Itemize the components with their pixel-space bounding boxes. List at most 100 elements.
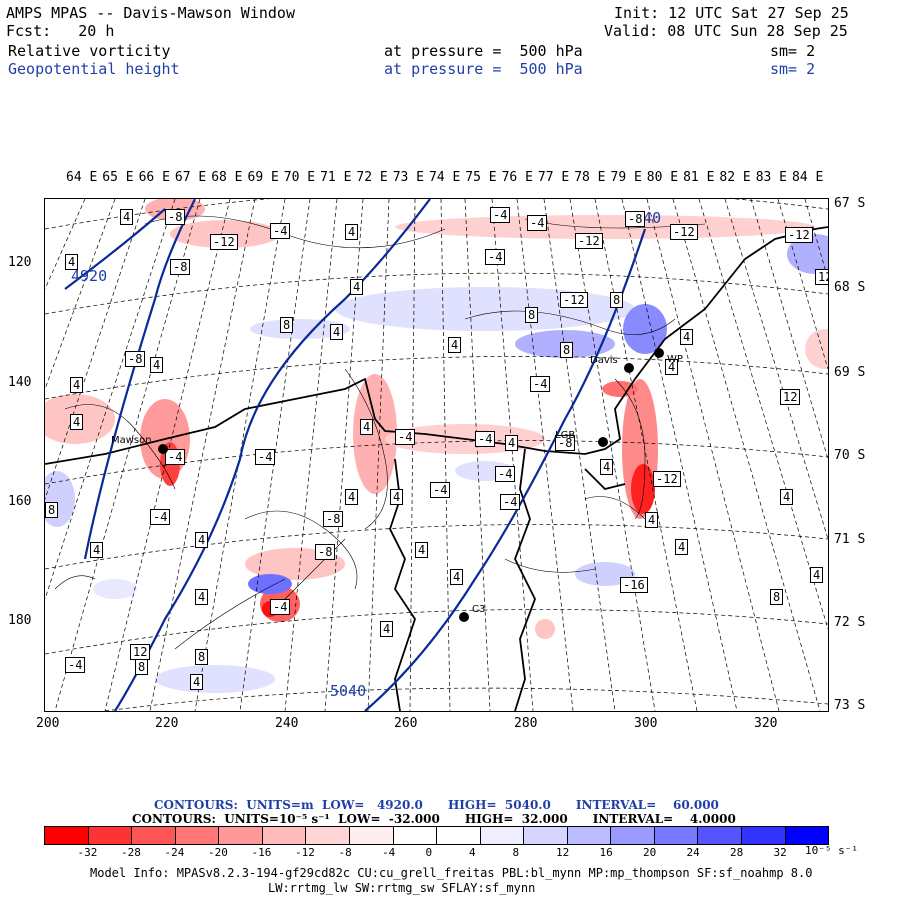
colorbar-tick-label: -12 — [295, 846, 315, 859]
colorbar-swatch — [88, 827, 133, 844]
longitude-label: 84 E — [792, 170, 824, 185]
vorticity-value-label: 8 — [195, 649, 209, 665]
vorticity-value-label: 4 — [70, 414, 84, 430]
vorticity-value-label: -4 — [430, 482, 451, 498]
longitude-label: 64 E — [66, 170, 98, 185]
longitude-label: 79 E — [610, 170, 642, 185]
field1-smoothing: sm= 2 — [770, 42, 816, 60]
colorbar-tick-label: -20 — [208, 846, 228, 859]
longitude-label: 67 E — [174, 170, 207, 185]
vorticity-value-label: -4 — [527, 215, 548, 231]
colorbar-swatch — [262, 827, 307, 844]
colorbar-swatch — [654, 827, 699, 844]
height-label: 4920 — [71, 267, 108, 285]
vorticity-value-label: -4 — [490, 207, 511, 223]
init-time: Init: 12 UTC Sat 27 Sep 25 — [614, 4, 849, 22]
colorbar-tick-label: 20 — [643, 846, 657, 859]
longitude-label: 74 E — [429, 170, 461, 185]
vorticity-value-label: 4 — [195, 589, 209, 605]
vorticity-value-label: 8 — [135, 659, 149, 675]
vorticity-value-label: 4 — [665, 359, 679, 375]
vorticity-value-label: 4 — [380, 621, 394, 637]
colorbar-swatch — [349, 827, 394, 844]
city-marker[interactable] — [598, 437, 608, 447]
x-tick: 260 — [394, 716, 418, 731]
vorticity-value-label: 12 — [780, 389, 801, 405]
vorticity-value-label: -4 — [495, 466, 516, 482]
x-tick: 320 — [754, 716, 778, 731]
vorticity-value-label: 4 — [345, 224, 359, 240]
vorticity-value-label: -8 — [315, 544, 336, 560]
y-tick: 160 — [8, 494, 32, 509]
vorticity-value-label: 4 — [645, 512, 659, 528]
colorbar-swatch — [611, 827, 655, 844]
city-marker[interactable] — [624, 363, 634, 373]
longitude-label: 70 E — [283, 170, 316, 185]
colorbar-tick-label: -16 — [251, 846, 272, 859]
vorticity-value-label: 4 — [90, 542, 104, 558]
colorbar-swatch — [175, 827, 220, 844]
map-canvas — [45, 199, 828, 711]
colorbar-swatch — [567, 827, 612, 844]
vorticity-value-label: 4 — [780, 489, 794, 505]
colorbar — [44, 826, 829, 845]
field2-level: at pressure = 500 hPa — [384, 60, 583, 78]
map-title: AMPS MPAS -- Davis-Mawson Window — [6, 4, 295, 22]
vorticity-value-label: -4 — [395, 429, 416, 445]
colorbar-swatch — [785, 827, 829, 844]
city-marker[interactable] — [654, 348, 664, 358]
vorticity-value-label: -8 — [165, 209, 186, 225]
latitude-label: 67 S — [834, 196, 866, 211]
vorticity-value-label: 4 — [600, 459, 614, 475]
colorbar-swatch — [219, 827, 263, 844]
forecast-hour: Fcst: 20 h — [6, 22, 115, 40]
city-marker[interactable] — [459, 612, 469, 622]
map-plot-area[interactable]: 4920 5040 5040 4-8-12-44-4-4-12-8-124-88… — [44, 198, 829, 712]
longitude-label: 75 E — [465, 170, 497, 185]
vorticity-value-label: -8 — [555, 435, 576, 451]
vorticity-value-label: -12 — [560, 292, 588, 308]
vorticity-value-label: 8 — [280, 317, 294, 333]
vorticity-value-label: 4 — [810, 567, 824, 583]
vorticity-value-label: -4 — [530, 376, 551, 392]
lat-lon-grid — [45, 199, 828, 711]
longitude-label: 69 E — [247, 170, 279, 185]
colorbar-swatch — [132, 827, 176, 844]
latitude-label: 68 S — [834, 280, 866, 295]
longitude-label: 72 E — [356, 170, 388, 185]
colorbar-tick-label: 24 — [686, 846, 700, 859]
longitude-label: 82 E — [719, 170, 751, 185]
vorticity-value-label: 4 — [360, 419, 374, 435]
x-tick: 280 — [514, 716, 538, 731]
city-label: WP — [667, 354, 683, 365]
vorticity-value-label: 4 — [350, 279, 364, 295]
colorbar-tick-label: 28 — [730, 846, 744, 859]
model-info-physics: LW:rrtmg_lw SW:rrtmg_sw SFLAY:sf_mynn — [268, 881, 536, 895]
vorticity-value-label: 4 — [150, 357, 164, 373]
longitude-label: 83 E — [755, 170, 787, 185]
colorbar-swatch — [45, 827, 89, 844]
vorticity-value-label: 8 — [610, 292, 624, 308]
city-label: Davis — [590, 355, 618, 366]
field1-level: at pressure = 500 hPa — [384, 42, 583, 60]
latitude-label: 72 S — [834, 615, 866, 630]
longitude-axis: 64 E 65 E 66 E 67 E 68 E 69 E 70 E 71 E 72 E 73 E… — [0, 170, 900, 190]
longitude-label: 81 E — [683, 170, 715, 185]
vorticity-value-label: -12 — [575, 233, 603, 249]
vorticity-value-label: -12 — [785, 227, 813, 243]
colorbar-swatch — [698, 827, 742, 844]
colorbar-tick-label: 0 — [425, 846, 433, 859]
height-contour-info: CONTOURS: UNITS=m LOW= 4920.0 HIGH= 5040… — [154, 798, 719, 812]
vorticity-value-label: 12 — [815, 269, 828, 285]
vorticity-value-label: 4 — [450, 569, 464, 585]
city-marker[interactable] — [158, 444, 168, 454]
vorticity-value-label: -12 — [670, 224, 698, 240]
latitude-label: 70 S — [834, 448, 866, 463]
longitude-label: 80 E — [646, 170, 679, 185]
longitude-label: 77 E — [537, 170, 570, 185]
model-info: Model Info: MPASv8.2.3-194-gf29cd82c CU:… — [90, 866, 813, 880]
vorticity-value-label: 4 — [415, 542, 429, 558]
longitude-label: 76 E — [501, 170, 533, 185]
vorticity-value-label: -4 — [165, 449, 186, 465]
vorticity-value-label: -12 — [653, 471, 681, 487]
